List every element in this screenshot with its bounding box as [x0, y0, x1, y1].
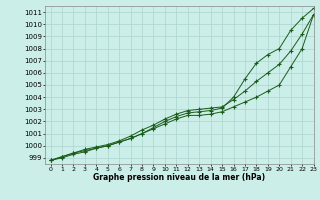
X-axis label: Graphe pression niveau de la mer (hPa): Graphe pression niveau de la mer (hPa) — [93, 173, 265, 182]
